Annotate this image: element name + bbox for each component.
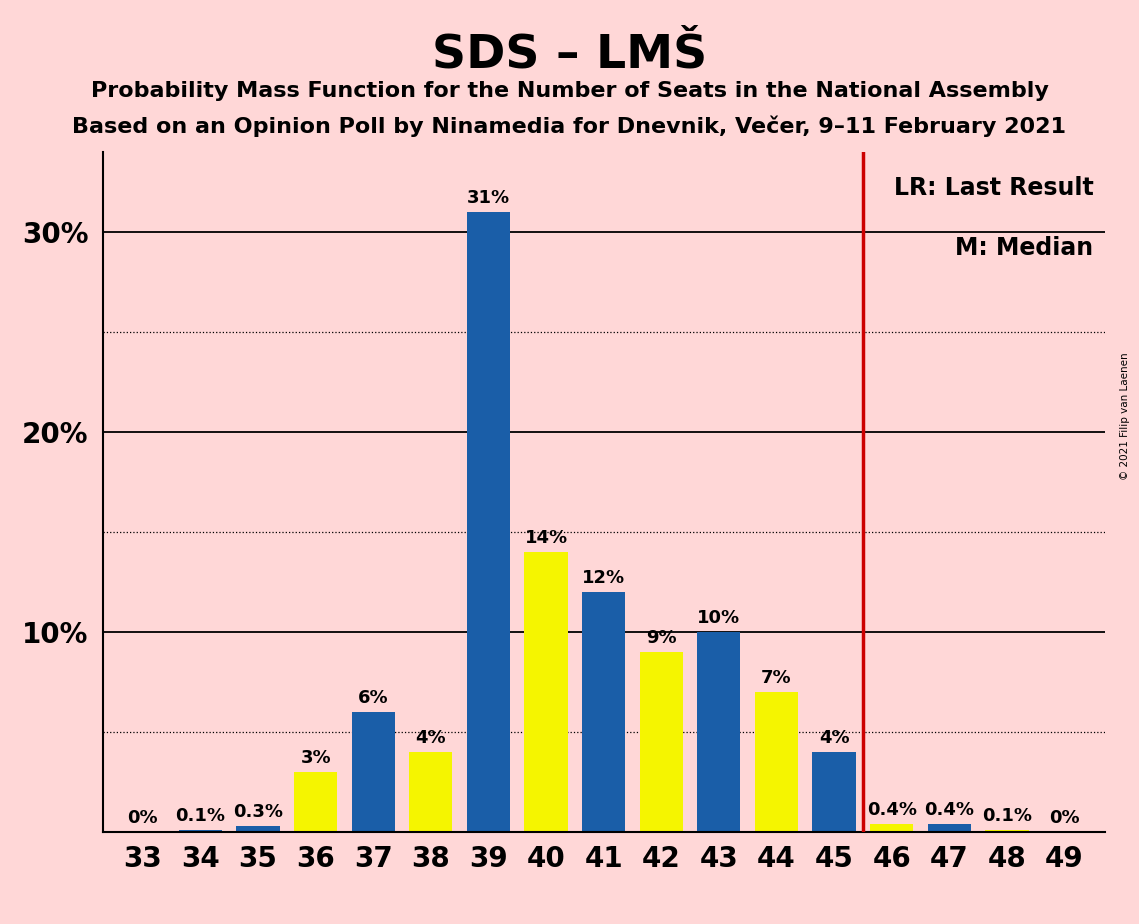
Bar: [352, 711, 395, 832]
Text: 0.4%: 0.4%: [924, 800, 974, 819]
Text: 3%: 3%: [301, 748, 331, 767]
Text: M: Median: M: Median: [956, 237, 1093, 261]
Bar: [870, 823, 913, 832]
Bar: [697, 632, 740, 832]
Text: 0.1%: 0.1%: [982, 807, 1032, 824]
Text: 12%: 12%: [582, 569, 625, 587]
Text: 14%: 14%: [524, 529, 567, 547]
Bar: [985, 830, 1029, 832]
Text: 0.1%: 0.1%: [175, 807, 226, 824]
Text: 4%: 4%: [416, 729, 446, 747]
Text: LR: Last Result: LR: Last Result: [894, 176, 1093, 201]
Bar: [755, 692, 798, 832]
Text: Based on an Opinion Poll by Ninamedia for Dnevnik, Večer, 9–11 February 2021: Based on an Opinion Poll by Ninamedia fo…: [73, 116, 1066, 137]
Text: 4%: 4%: [819, 729, 850, 747]
Bar: [179, 830, 222, 832]
Text: 0.4%: 0.4%: [867, 800, 917, 819]
Bar: [582, 592, 625, 832]
Bar: [237, 826, 280, 832]
Text: LR: LR: [409, 781, 452, 810]
Bar: [640, 651, 683, 832]
Text: Probability Mass Function for the Number of Seats in the National Assembly: Probability Mass Function for the Number…: [91, 81, 1048, 102]
Text: 10%: 10%: [697, 609, 740, 626]
Text: 9%: 9%: [646, 629, 677, 647]
Text: 0%: 0%: [1049, 808, 1080, 827]
Bar: [524, 552, 567, 832]
Text: 31%: 31%: [467, 189, 510, 207]
Text: 7%: 7%: [761, 669, 792, 687]
Text: SDS – LMŠ: SDS – LMŠ: [432, 32, 707, 78]
Bar: [467, 213, 510, 832]
Text: 6%: 6%: [358, 688, 388, 707]
Text: © 2021 Filip van Laenen: © 2021 Filip van Laenen: [1121, 352, 1130, 480]
Text: M: M: [530, 689, 563, 723]
Bar: [812, 752, 855, 832]
Bar: [294, 772, 337, 832]
Text: 0%: 0%: [128, 808, 158, 827]
Bar: [927, 823, 970, 832]
Bar: [409, 752, 452, 832]
Text: 0.3%: 0.3%: [233, 803, 284, 821]
